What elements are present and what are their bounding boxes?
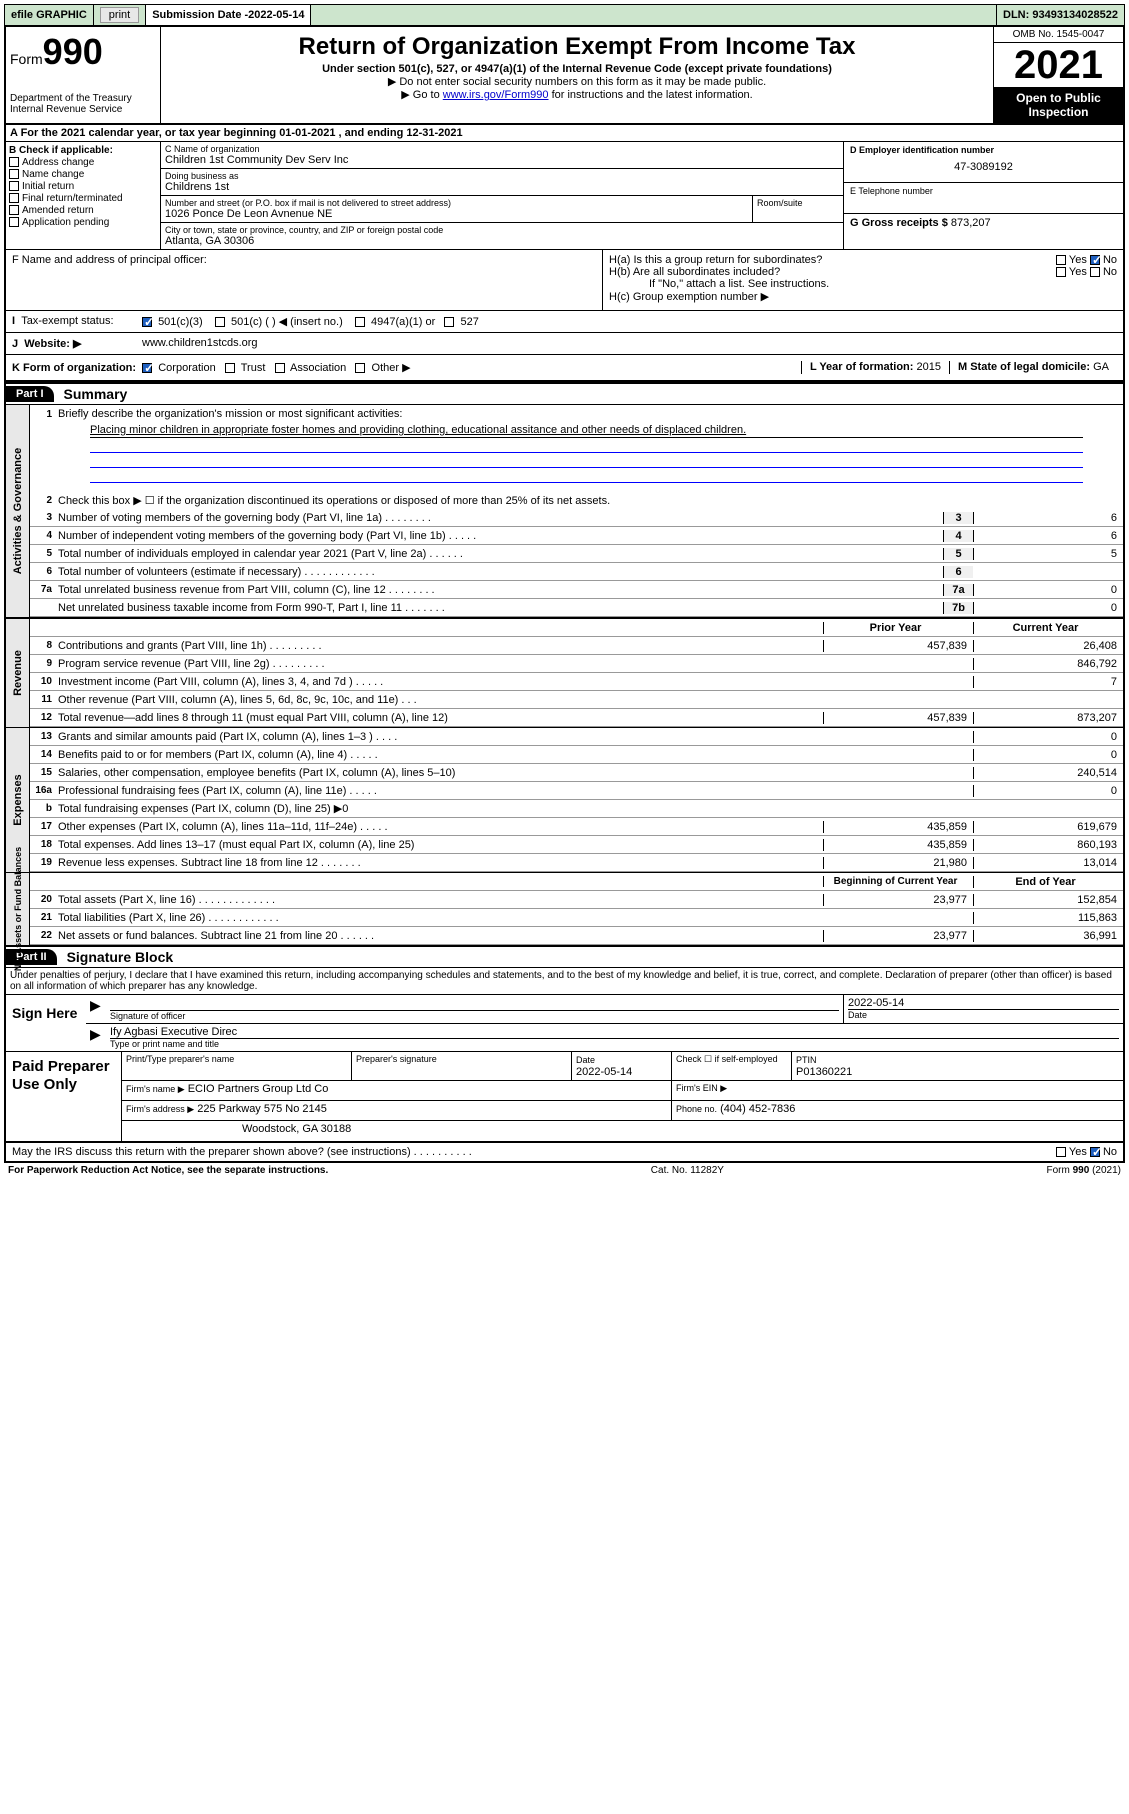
mission-text: Placing minor children in appropriate fo… xyxy=(90,424,746,436)
declaration: Under penalties of perjury, I declare th… xyxy=(4,968,1125,995)
activities-section: Activities & Governance 1Briefly describ… xyxy=(4,405,1125,618)
sidebar-netassets: Net Assets or Fund Balances xyxy=(13,847,23,971)
dln: DLN: 93493134028522 xyxy=(996,5,1124,25)
form-title: Return of Organization Exempt From Incom… xyxy=(165,33,989,61)
city: Atlanta, GA 30306 xyxy=(165,235,839,247)
dba-label: Doing business as xyxy=(165,171,839,181)
form-line: bTotal fundraising expenses (Part IX, co… xyxy=(30,800,1123,818)
chk-trust[interactable] xyxy=(225,363,235,373)
chk-527[interactable] xyxy=(444,317,454,327)
form-line: 5Total number of individuals employed in… xyxy=(30,545,1123,563)
section-g: G Gross receipts $ 873,207 xyxy=(844,214,1123,232)
form-line: 13Grants and similar amounts paid (Part … xyxy=(30,728,1123,746)
form-line: 8Contributions and grants (Part VIII, li… xyxy=(30,637,1123,655)
form-line: 20Total assets (Part X, line 16) . . . .… xyxy=(30,891,1123,909)
street: 1026 Ponce De Leon Avnenue NE xyxy=(165,208,748,220)
row-j: J Website: ▶ www.children1stcds.org xyxy=(4,333,1125,355)
website: www.children1stcds.org xyxy=(136,333,1123,354)
chk-corp[interactable] xyxy=(142,363,152,373)
row-k: K Form of organization: Corporation Trus… xyxy=(4,355,1125,382)
form-line: 11Other revenue (Part VIII, column (A), … xyxy=(30,691,1123,709)
form-line: 14Benefits paid to or for members (Part … xyxy=(30,746,1123,764)
state-domicile: M State of legal domicile: GA xyxy=(949,361,1117,374)
dept-treasury: Department of the TreasuryInternal Reven… xyxy=(10,93,156,115)
note-link: ▶ Go to www.irs.gov/Form990 for instruct… xyxy=(165,88,989,101)
form-line: 15Salaries, other compensation, employee… xyxy=(30,764,1123,782)
room-label: Room/suite xyxy=(757,198,839,208)
section-f: F Name and address of principal officer: xyxy=(6,250,603,310)
submission-date: Submission Date - 2022-05-14 xyxy=(146,5,311,25)
sidebar-expenses: Expenses xyxy=(12,774,24,825)
chk-pending[interactable]: Application pending xyxy=(9,217,157,228)
section-fh: F Name and address of principal officer:… xyxy=(4,250,1125,311)
row-i: I Tax-exempt status: 501(c)(3) 501(c) ( … xyxy=(4,311,1125,333)
chk-address[interactable]: Address change xyxy=(9,157,157,168)
form-number: Form990 xyxy=(10,31,156,73)
chk-amended[interactable]: Amended return xyxy=(9,205,157,216)
print-cell: print xyxy=(94,5,146,25)
section-bcd: B Check if applicable: Address change Na… xyxy=(4,142,1125,250)
chk-other[interactable] xyxy=(355,363,365,373)
form-line: 19Revenue less expenses. Subtract line 1… xyxy=(30,854,1123,872)
chk-final[interactable]: Final return/terminated xyxy=(9,193,157,204)
expenses-section: Expenses 13Grants and similar amounts pa… xyxy=(4,728,1125,873)
form-line: 22Net assets or fund balances. Subtract … xyxy=(30,927,1123,945)
irs-link[interactable]: www.irs.gov/Form990 xyxy=(443,89,549,101)
form-line: 9Program service revenue (Part VIII, lin… xyxy=(30,655,1123,673)
form-subtitle: Under section 501(c), 527, or 4947(a)(1)… xyxy=(165,63,989,75)
section-h: H(a) Is this a group return for subordin… xyxy=(603,250,1123,310)
form-line: 18Total expenses. Add lines 13–17 (must … xyxy=(30,836,1123,854)
preparer-section: Paid Preparer Use Only Print/Type prepar… xyxy=(4,1052,1125,1143)
form-line: 10Investment income (Part VIII, column (… xyxy=(30,673,1123,691)
sidebar-activities: Activities & Governance xyxy=(12,448,24,575)
part1-header: Part I Summary xyxy=(4,382,1125,405)
org-name-label: C Name of organization xyxy=(165,144,839,154)
chk-assoc[interactable] xyxy=(275,363,285,373)
sidebar-revenue: Revenue xyxy=(12,650,24,696)
part2-header: Part II Signature Block xyxy=(4,947,1125,968)
note-ssn: ▶ Do not enter social security numbers o… xyxy=(165,75,989,88)
form-line: 6Total number of volunteers (estimate if… xyxy=(30,563,1123,581)
efile-label: efile GRAPHIC xyxy=(5,5,94,25)
form-line: 4Number of independent voting members of… xyxy=(30,527,1123,545)
open-public: Open to Public Inspection xyxy=(994,87,1123,123)
form-header: Form990 Department of the TreasuryIntern… xyxy=(4,26,1125,125)
year-formation: L Year of formation: 2015 xyxy=(801,361,949,374)
form-line: 16aProfessional fundraising fees (Part I… xyxy=(30,782,1123,800)
omb-number: OMB No. 1545-0047 xyxy=(994,27,1123,43)
sign-section: Sign Here ▶ Signature of officer 2022-05… xyxy=(4,995,1125,1052)
form-line: 17Other expenses (Part IX, column (A), l… xyxy=(30,818,1123,836)
footer: For Paperwork Reduction Act Notice, see … xyxy=(4,1163,1125,1178)
netassets-section: Net Assets or Fund Balances Beginning of… xyxy=(4,873,1125,947)
chk-4947[interactable] xyxy=(355,317,365,327)
chk-501c[interactable] xyxy=(215,317,225,327)
form-line: 12Total revenue—add lines 8 through 11 (… xyxy=(30,709,1123,727)
section-e: E Telephone number xyxy=(844,183,1123,214)
form-line: 7aTotal unrelated business revenue from … xyxy=(30,581,1123,599)
dba: Childrens 1st xyxy=(165,181,839,193)
form-line: 21Total liabilities (Part X, line 26) . … xyxy=(30,909,1123,927)
section-d: D Employer identification number 47-3089… xyxy=(844,142,1123,183)
chk-501c3[interactable] xyxy=(142,317,152,327)
tax-year: 2021 xyxy=(994,43,1123,87)
revenue-section: Revenue bPrior YearCurrent Year 8Contrib… xyxy=(4,618,1125,728)
section-b: B Check if applicable: Address change Na… xyxy=(6,142,161,249)
chk-name[interactable]: Name change xyxy=(9,169,157,180)
street-label: Number and street (or P.O. box if mail i… xyxy=(165,198,748,208)
form-line: 3Number of voting members of the governi… xyxy=(30,509,1123,527)
row-a-period: A For the 2021 calendar year, or tax yea… xyxy=(4,125,1125,142)
org-name: Children 1st Community Dev Serv Inc xyxy=(165,154,839,166)
chk-initial[interactable]: Initial return xyxy=(9,181,157,192)
may-discuss: May the IRS discuss this return with the… xyxy=(4,1143,1125,1163)
city-label: City or town, state or province, country… xyxy=(165,225,839,235)
print-button[interactable]: print xyxy=(100,7,139,23)
topbar: efile GRAPHIC print Submission Date - 20… xyxy=(4,4,1125,26)
form-line: Net unrelated business taxable income fr… xyxy=(30,599,1123,617)
